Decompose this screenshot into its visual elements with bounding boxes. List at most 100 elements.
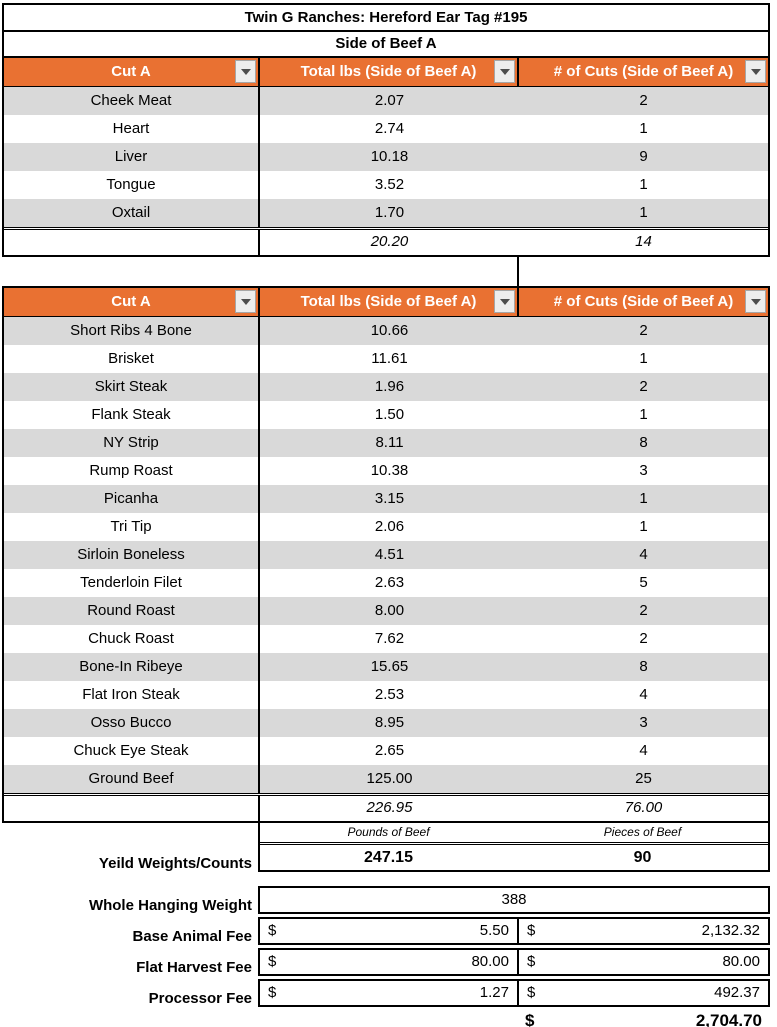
num-cuts-cell[interactable]: 1: [639, 406, 648, 423]
total-lbs-cell[interactable]: 8.00: [374, 602, 405, 619]
num-cuts-cell[interactable]: 25: [635, 770, 652, 787]
total-lbs-cell[interactable]: 4.51: [374, 546, 405, 563]
hanging-weight-value[interactable]: 388: [501, 891, 527, 908]
cut-name-cell[interactable]: Ground Beef: [4, 765, 260, 793]
fee-rate-cell[interactable]: $1.27: [260, 981, 519, 1005]
title-cell[interactable]: Twin G Ranches: Hereford Ear Tag #195: [2, 3, 770, 32]
num-cuts-cell[interactable]: 1: [639, 120, 648, 137]
fee-rate-cell[interactable]: $80.00: [260, 950, 519, 974]
total-lbs-cell[interactable]: 2.07: [374, 92, 405, 109]
num-cuts-cell[interactable]: 4: [639, 742, 648, 759]
total-lbs-cell[interactable]: 1.96: [374, 378, 405, 395]
num-cuts-cell[interactable]: 2: [639, 602, 648, 619]
hanging-weight-label[interactable]: Whole Hanging Weight: [88, 897, 252, 914]
cut-name-cell[interactable]: NY Strip: [4, 429, 260, 457]
subtitle-cell[interactable]: Side of Beef A: [2, 32, 770, 58]
cut-name-cell[interactable]: Short Ribs 4 Bone: [4, 317, 260, 345]
filter-dropdown-button[interactable]: [235, 290, 256, 313]
num-cuts-cell[interactable]: 2: [639, 322, 648, 339]
cut-name-cell[interactable]: Chuck Eye Steak: [4, 737, 260, 765]
num-cuts-cell[interactable]: 1: [639, 490, 648, 507]
fee-label[interactable]: Base Animal Fee: [132, 928, 253, 945]
header-cell-total-lbs[interactable]: Total lbs (Side of Beef A): [260, 58, 519, 86]
num-cuts-cell[interactable]: 4: [639, 686, 648, 703]
cut-name-cell[interactable]: Sirloin Boneless: [4, 541, 260, 569]
cut-name-cell[interactable]: Tongue: [4, 171, 260, 199]
header-cell-num-cuts[interactable]: # of Cuts (Side of Beef A): [519, 288, 768, 316]
num-cuts-cell[interactable]: 3: [639, 462, 648, 479]
total-lbs-cell[interactable]: 2.74: [374, 120, 405, 137]
cut-name-cell[interactable]: Flank Steak: [4, 401, 260, 429]
cut-name-cell[interactable]: Bone-In Ribeye: [4, 653, 260, 681]
yield-row-label[interactable]: Yeild Weights/Counts: [98, 855, 252, 872]
cut-name-cell[interactable]: Flat Iron Steak: [4, 681, 260, 709]
yield-pieces-value[interactable]: 90: [633, 849, 652, 866]
num-cuts-cell[interactable]: 2: [639, 378, 648, 395]
cut-name-cell[interactable]: Liver: [4, 143, 260, 171]
header-cell-total-lbs[interactable]: Total lbs (Side of Beef A): [260, 288, 519, 316]
total-lbs-cell[interactable]: 2.63: [374, 574, 405, 591]
cut-name-cell[interactable]: Tri Tip: [4, 513, 260, 541]
num-cuts-cell[interactable]: 8: [639, 434, 648, 451]
num-cuts-cell[interactable]: 5: [639, 574, 648, 591]
cut-name-cell[interactable]: Tenderloin Filet: [4, 569, 260, 597]
total-lbs-cell[interactable]: 10.18: [370, 148, 409, 165]
total-lbs-cell[interactable]: 125.00: [366, 770, 413, 787]
subtotal-lbs-cell[interactable]: 226.95: [366, 799, 413, 816]
cut-name-cell[interactable]: Round Roast: [4, 597, 260, 625]
total-lbs-cell[interactable]: 1.70: [374, 204, 405, 221]
pounds-of-beef-label[interactable]: Pounds of Beef: [347, 825, 430, 839]
num-cuts-cell[interactable]: 3: [639, 714, 648, 731]
grand-total-cell[interactable]: $ 2,704.70: [517, 1010, 770, 1027]
fee-amount-cell[interactable]: $2,132.32: [519, 919, 768, 943]
num-cuts-cell[interactable]: 2: [639, 92, 648, 109]
cut-name-cell[interactable]: Cheek Meat: [4, 87, 260, 115]
total-lbs-cell[interactable]: 3.15: [374, 490, 405, 507]
fee-rate-cell[interactable]: $5.50: [260, 919, 519, 943]
num-cuts-cell[interactable]: 2: [639, 630, 648, 647]
empty-cell[interactable]: [4, 230, 260, 255]
filter-dropdown-button[interactable]: [235, 60, 256, 83]
filter-dropdown-button[interactable]: [494, 290, 515, 313]
header-cell-cut-a[interactable]: Cut A: [4, 58, 260, 86]
filter-dropdown-button[interactable]: [745, 290, 766, 313]
num-cuts-cell[interactable]: 8: [639, 658, 648, 675]
header-cell-cut-a[interactable]: Cut A: [4, 288, 260, 316]
cut-name-cell[interactable]: Brisket: [4, 345, 260, 373]
num-cuts-cell[interactable]: 1: [639, 350, 648, 367]
total-lbs-cell[interactable]: 2.65: [374, 742, 405, 759]
filter-dropdown-button[interactable]: [494, 60, 515, 83]
num-cuts-cell[interactable]: 4: [639, 546, 648, 563]
subtotal-cuts-cell[interactable]: 14: [635, 233, 652, 250]
cut-name-cell[interactable]: Rump Roast: [4, 457, 260, 485]
empty-cell[interactable]: [4, 796, 260, 821]
total-lbs-cell[interactable]: 2.06: [374, 518, 405, 535]
cut-name-cell[interactable]: Chuck Roast: [4, 625, 260, 653]
header-cell-num-cuts[interactable]: # of Cuts (Side of Beef A): [519, 58, 768, 86]
num-cuts-cell[interactable]: 1: [639, 176, 648, 193]
fee-amount-cell[interactable]: $80.00: [519, 950, 768, 974]
cut-name-cell[interactable]: Picanha: [4, 485, 260, 513]
num-cuts-cell[interactable]: 1: [639, 518, 648, 535]
cut-name-cell[interactable]: Skirt Steak: [4, 373, 260, 401]
fee-amount-cell[interactable]: $492.37: [519, 981, 768, 1005]
total-lbs-cell[interactable]: 11.61: [371, 350, 408, 367]
yield-pounds-value[interactable]: 247.15: [364, 849, 413, 866]
cut-name-cell[interactable]: Oxtail: [4, 199, 260, 227]
subtotal-lbs-cell[interactable]: 20.20: [370, 233, 409, 250]
total-lbs-cell[interactable]: 3.52: [374, 176, 405, 193]
total-lbs-cell[interactable]: 10.66: [370, 322, 409, 339]
total-lbs-cell[interactable]: 2.53: [374, 686, 405, 703]
total-lbs-cell[interactable]: 10.38: [370, 462, 409, 479]
total-lbs-cell[interactable]: 8.11: [375, 434, 404, 451]
cut-name-cell[interactable]: Heart: [4, 115, 260, 143]
total-lbs-cell[interactable]: 15.65: [370, 658, 409, 675]
total-lbs-cell[interactable]: 8.95: [374, 714, 405, 731]
filter-dropdown-button[interactable]: [745, 60, 766, 83]
fee-label[interactable]: Processor Fee: [148, 990, 252, 1007]
cut-name-cell[interactable]: Osso Bucco: [4, 709, 260, 737]
subtotal-cuts-cell[interactable]: 76.00: [624, 799, 663, 816]
fee-label[interactable]: Flat Harvest Fee: [136, 959, 252, 976]
num-cuts-cell[interactable]: 9: [639, 148, 648, 165]
num-cuts-cell[interactable]: 1: [639, 204, 648, 221]
